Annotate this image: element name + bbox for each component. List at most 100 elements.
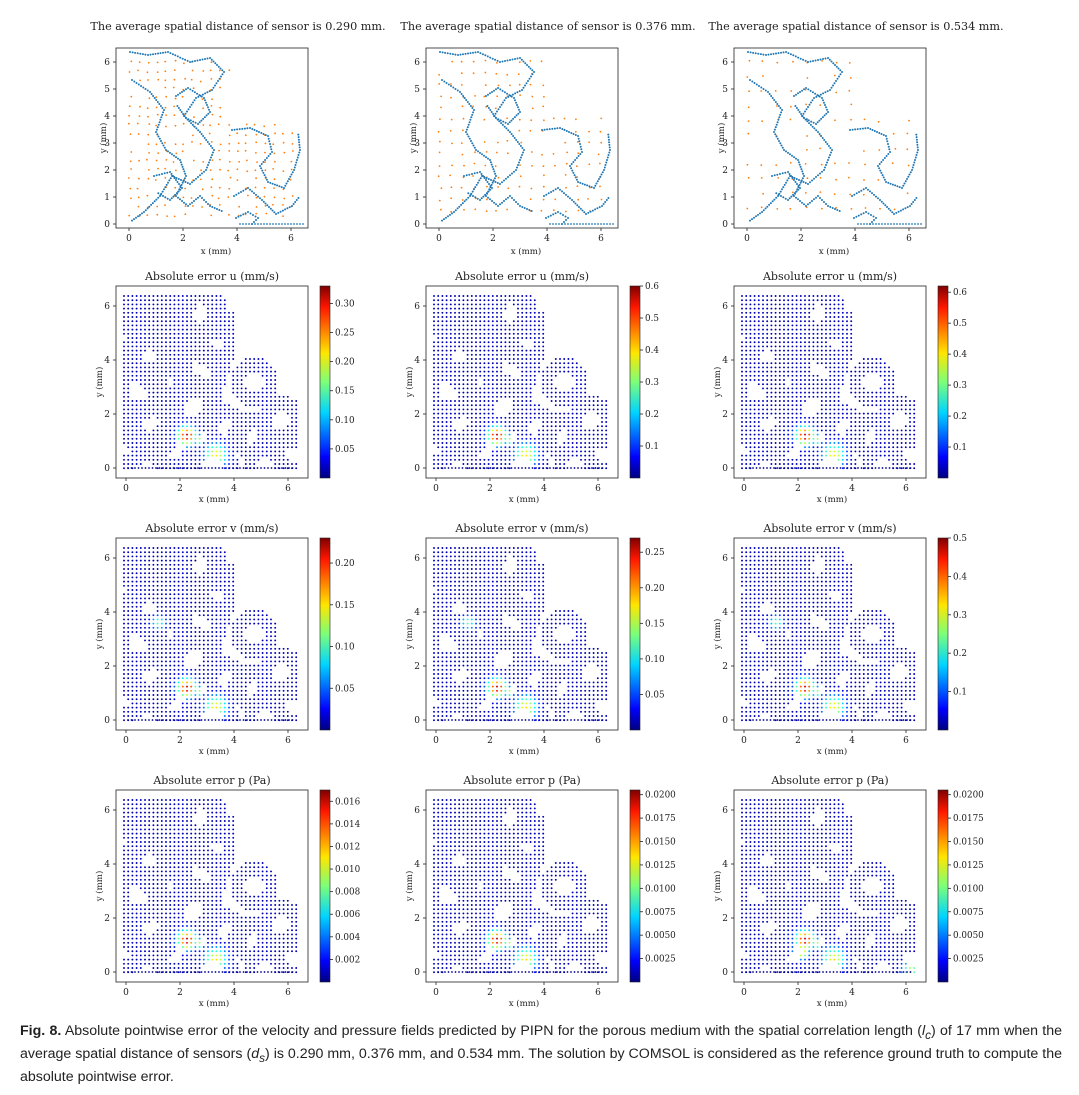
mesh-point bbox=[521, 366, 524, 369]
boundary-point bbox=[917, 223, 919, 225]
boundary-point bbox=[265, 157, 268, 159]
mesh-point bbox=[533, 446, 536, 449]
mesh-point bbox=[749, 370, 752, 373]
mesh-point bbox=[186, 442, 188, 444]
mesh-point bbox=[500, 332, 503, 335]
mesh-point bbox=[762, 370, 764, 373]
mesh-point bbox=[454, 366, 456, 369]
mesh-point bbox=[123, 316, 125, 318]
mesh-point bbox=[131, 400, 134, 402]
mesh-point bbox=[181, 387, 184, 390]
mesh-point bbox=[491, 463, 494, 465]
mesh-point bbox=[144, 324, 146, 327]
mesh-point bbox=[249, 412, 251, 415]
mesh-point bbox=[575, 412, 578, 415]
mesh-point bbox=[517, 467, 520, 469]
mesh-point bbox=[846, 345, 848, 348]
mesh-point bbox=[808, 316, 811, 318]
boundary-point bbox=[857, 214, 860, 217]
sensor-point bbox=[790, 105, 792, 108]
mesh-point bbox=[500, 337, 503, 339]
mesh-point bbox=[512, 412, 515, 415]
mesh-point bbox=[186, 458, 188, 461]
mesh-point bbox=[462, 379, 465, 381]
mesh-point bbox=[211, 404, 214, 407]
mesh-point bbox=[236, 391, 239, 394]
mesh-point bbox=[286, 400, 289, 402]
mesh-point bbox=[131, 458, 134, 461]
y-tick-label: 5 bbox=[722, 85, 728, 95]
mesh-point bbox=[504, 446, 507, 449]
mesh-point bbox=[504, 383, 507, 386]
mesh-point bbox=[470, 349, 473, 352]
mesh-point bbox=[215, 442, 218, 444]
mesh-point bbox=[445, 328, 448, 331]
mesh-point bbox=[795, 370, 798, 373]
mesh-point bbox=[833, 366, 836, 369]
mesh-point bbox=[479, 303, 482, 306]
mesh-point bbox=[219, 416, 222, 419]
mesh-point bbox=[479, 458, 482, 461]
mesh-point bbox=[244, 454, 247, 457]
sensor-point bbox=[848, 89, 851, 92]
boundary-point bbox=[297, 197, 300, 199]
mesh-point bbox=[479, 442, 482, 444]
mesh-point bbox=[475, 366, 477, 369]
mesh-point bbox=[741, 353, 743, 356]
mesh-point bbox=[787, 349, 790, 352]
mesh-point bbox=[841, 303, 844, 306]
boundary-point bbox=[598, 178, 600, 180]
sensor-point bbox=[173, 114, 176, 117]
mesh-point bbox=[487, 437, 490, 440]
mesh-point bbox=[278, 400, 281, 402]
mesh-point bbox=[479, 353, 482, 356]
mesh-point bbox=[156, 412, 159, 415]
mesh-point bbox=[207, 433, 209, 436]
boundary-point bbox=[457, 54, 459, 56]
boundary-point bbox=[754, 52, 757, 55]
mesh-point bbox=[774, 328, 777, 331]
mesh-point bbox=[270, 450, 272, 453]
mesh-point bbox=[766, 345, 769, 348]
mesh-point bbox=[131, 416, 134, 419]
boundary-point bbox=[915, 133, 918, 136]
boundary-point bbox=[177, 93, 179, 96]
boundary-point bbox=[163, 146, 166, 149]
boundary-point bbox=[439, 51, 441, 53]
sensor-point bbox=[264, 142, 267, 145]
mesh-point bbox=[491, 408, 494, 411]
mesh-point bbox=[596, 429, 599, 432]
boundary-point bbox=[859, 127, 862, 130]
mesh-point bbox=[123, 374, 125, 377]
mesh-point bbox=[152, 349, 155, 352]
mesh-point bbox=[741, 295, 743, 297]
boundary-point bbox=[197, 196, 199, 199]
boundary-point bbox=[194, 121, 197, 124]
boundary-point bbox=[881, 223, 883, 225]
mesh-point bbox=[440, 467, 443, 469]
mesh-point bbox=[236, 450, 239, 453]
sensor-point bbox=[138, 115, 141, 117]
mesh-point bbox=[454, 299, 456, 302]
sensor-point bbox=[460, 60, 463, 63]
mesh-point bbox=[542, 332, 545, 335]
boundary-point bbox=[570, 132, 573, 134]
mesh-point bbox=[596, 400, 599, 402]
boundary-point bbox=[879, 169, 882, 172]
mesh-point bbox=[575, 437, 578, 440]
mesh-point bbox=[491, 341, 494, 344]
boundary-point bbox=[775, 123, 778, 126]
mesh-point bbox=[808, 345, 811, 348]
mesh-point bbox=[487, 429, 490, 432]
sensor-point bbox=[509, 84, 511, 87]
mesh-point bbox=[483, 316, 486, 318]
mesh-point bbox=[487, 433, 490, 436]
mesh-point bbox=[445, 454, 448, 457]
mesh-point bbox=[244, 463, 247, 465]
mesh-point bbox=[500, 416, 503, 419]
mesh-point bbox=[177, 404, 180, 407]
mesh-point bbox=[837, 311, 840, 314]
mesh-point bbox=[173, 383, 176, 386]
mesh-point bbox=[487, 345, 490, 348]
boundary-point bbox=[506, 59, 509, 62]
